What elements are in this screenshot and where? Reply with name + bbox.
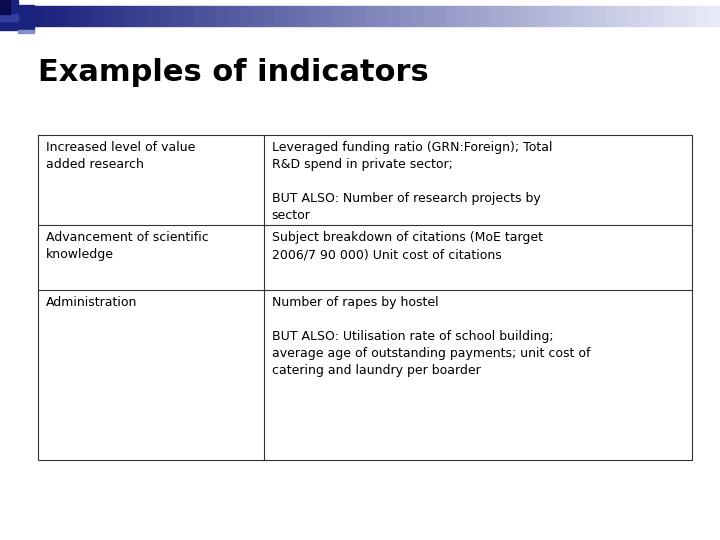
Bar: [377, 6, 388, 26]
Bar: [617, 6, 629, 26]
Bar: [503, 6, 514, 26]
Bar: [446, 6, 457, 26]
Bar: [0, 0, 10, 14]
Bar: [457, 6, 469, 26]
Bar: [697, 6, 708, 26]
Bar: [388, 6, 400, 26]
Bar: [537, 6, 549, 26]
Bar: [91, 6, 102, 26]
Bar: [148, 6, 160, 26]
Text: Examples of indicators: Examples of indicators: [38, 58, 428, 87]
Text: Leveraged funding ratio (GRN:Foreign); Total
R&D spend in private sector;

BUT A: Leveraged funding ratio (GRN:Foreign); T…: [271, 141, 552, 222]
Bar: [68, 6, 80, 26]
Bar: [137, 6, 148, 26]
Bar: [297, 6, 308, 26]
Bar: [491, 6, 503, 26]
Bar: [572, 6, 582, 26]
Bar: [366, 6, 377, 26]
Bar: [0, 14, 18, 21]
Bar: [217, 6, 228, 26]
Bar: [469, 6, 480, 26]
Bar: [594, 6, 606, 26]
Bar: [102, 6, 114, 26]
Bar: [263, 6, 274, 26]
Bar: [526, 6, 537, 26]
Bar: [160, 6, 171, 26]
Bar: [480, 6, 491, 26]
Bar: [34, 6, 45, 26]
Bar: [194, 6, 205, 26]
Bar: [331, 6, 343, 26]
Bar: [640, 6, 652, 26]
Bar: [125, 6, 137, 26]
Bar: [549, 6, 560, 26]
Bar: [674, 6, 685, 26]
Bar: [434, 6, 446, 26]
Bar: [400, 6, 411, 26]
Text: Increased level of value
added research: Increased level of value added research: [46, 141, 195, 171]
Bar: [411, 6, 423, 26]
Bar: [18, 5, 34, 30]
Bar: [708, 6, 720, 26]
Text: Administration: Administration: [46, 296, 138, 309]
Bar: [183, 6, 194, 26]
Bar: [240, 6, 251, 26]
Bar: [652, 6, 663, 26]
Bar: [663, 6, 674, 26]
Bar: [171, 6, 183, 26]
Bar: [0, 0, 18, 30]
Text: Number of rapes by hostel

BUT ALSO: Utilisation rate of school building;
averag: Number of rapes by hostel BUT ALSO: Util…: [271, 296, 590, 377]
Bar: [423, 6, 434, 26]
Text: Advancement of scientific
knowledge: Advancement of scientific knowledge: [46, 231, 209, 261]
Bar: [228, 6, 240, 26]
Bar: [308, 6, 320, 26]
Bar: [286, 6, 297, 26]
Bar: [45, 6, 57, 26]
Bar: [685, 6, 697, 26]
Text: Subject breakdown of citations (MoE target
2006/7 90 000) Unit cost of citations: Subject breakdown of citations (MoE targ…: [271, 231, 543, 261]
Bar: [274, 6, 286, 26]
Bar: [343, 6, 354, 26]
Bar: [629, 6, 640, 26]
Bar: [354, 6, 366, 26]
Bar: [114, 6, 125, 26]
Bar: [80, 6, 91, 26]
Bar: [205, 6, 217, 26]
Bar: [57, 6, 68, 26]
Bar: [320, 6, 331, 26]
Bar: [18, 30, 34, 33]
Bar: [560, 6, 572, 26]
Bar: [251, 6, 263, 26]
Bar: [606, 6, 617, 26]
Bar: [582, 6, 594, 26]
Bar: [514, 6, 526, 26]
